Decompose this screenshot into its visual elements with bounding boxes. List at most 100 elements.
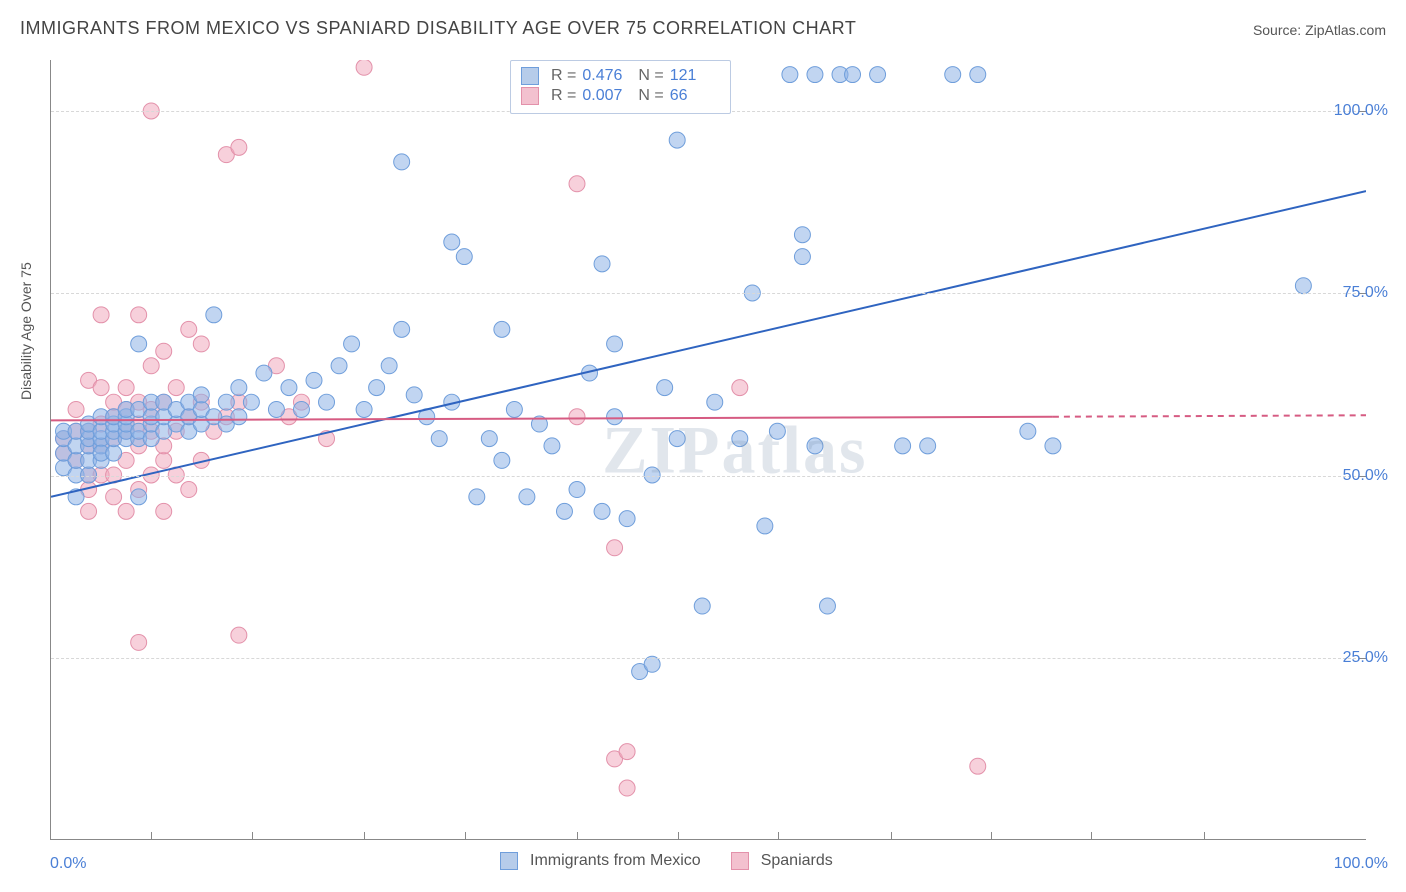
data-point (494, 321, 510, 337)
y-axis-label: Disability Age Over 75 (18, 262, 34, 400)
data-point (1295, 278, 1311, 294)
data-point (619, 744, 635, 760)
data-point (732, 431, 748, 447)
legend-r-label-1: R = (551, 87, 576, 105)
data-point (131, 307, 147, 323)
data-point (556, 503, 572, 519)
data-point (619, 780, 635, 796)
data-point (319, 394, 335, 410)
data-point (870, 67, 886, 83)
data-point (945, 67, 961, 83)
data-point (970, 67, 986, 83)
legend-stats: R = 0.476 N = 121 R = 0.007 N = 66 (510, 60, 731, 114)
y-tick-label: 50.0% (1343, 467, 1388, 485)
data-point (1045, 438, 1061, 454)
data-point (93, 380, 109, 396)
legend-series-item-1: Spaniards (731, 852, 833, 870)
trend-line-extension (1053, 415, 1366, 416)
data-point (619, 511, 635, 527)
data-point (331, 358, 347, 374)
data-point (895, 438, 911, 454)
x-tick-mark (364, 832, 365, 840)
data-point (794, 227, 810, 243)
legend-n-value-0: 121 (670, 67, 720, 85)
legend-stats-row-0: R = 0.476 N = 121 (521, 67, 720, 85)
plot-svg (51, 60, 1366, 839)
x-tick-mark (991, 832, 992, 840)
data-point (118, 380, 134, 396)
data-point (544, 438, 560, 454)
data-point (356, 401, 372, 417)
data-point (168, 380, 184, 396)
y-tick-label: 100.0% (1334, 102, 1388, 120)
legend-series-swatch-0 (500, 852, 518, 870)
legend-n-value-1: 66 (670, 87, 720, 105)
data-point (807, 67, 823, 83)
data-point (819, 598, 835, 614)
legend-series-swatch-1 (731, 852, 749, 870)
data-point (369, 380, 385, 396)
x-tick-mark (151, 832, 152, 840)
data-point (569, 482, 585, 498)
data-point (444, 234, 460, 250)
x-tick-mark (465, 832, 466, 840)
data-point (356, 60, 372, 75)
legend-n-label-1: N = (638, 87, 663, 105)
data-point (131, 634, 147, 650)
legend-swatch-1 (521, 87, 539, 105)
data-point (293, 401, 309, 417)
data-point (156, 343, 172, 359)
plot-area: ZIPatlas (50, 60, 1366, 840)
data-point (106, 489, 122, 505)
data-point (469, 489, 485, 505)
gridline (51, 293, 1366, 294)
data-point (231, 627, 247, 643)
data-point (394, 154, 410, 170)
data-point (243, 394, 259, 410)
data-point (306, 372, 322, 388)
data-point (845, 67, 861, 83)
x-tick-label-max: 100.0% (1334, 855, 1388, 873)
data-point (669, 132, 685, 148)
legend-swatch-0 (521, 67, 539, 85)
data-point (494, 452, 510, 468)
legend-r-label-0: R = (551, 67, 576, 85)
x-tick-mark (1091, 832, 1092, 840)
data-point (281, 380, 297, 396)
data-point (657, 380, 673, 396)
x-tick-mark (1204, 832, 1205, 840)
data-point (193, 387, 209, 403)
data-point (669, 431, 685, 447)
data-point (594, 256, 610, 272)
data-point (118, 503, 134, 519)
data-point (782, 67, 798, 83)
data-point (707, 394, 723, 410)
data-point (970, 758, 986, 774)
data-point (1020, 423, 1036, 439)
data-point (394, 321, 410, 337)
data-point (218, 394, 234, 410)
data-point (607, 336, 623, 352)
data-point (81, 503, 97, 519)
chart-title: IMMIGRANTS FROM MEXICO VS SPANIARD DISAB… (20, 18, 856, 39)
data-point (569, 176, 585, 192)
data-point (231, 409, 247, 425)
data-point (694, 598, 710, 614)
legend-series-label-1: Spaniards (761, 852, 833, 870)
data-point (68, 401, 84, 417)
gridline (51, 658, 1366, 659)
data-point (757, 518, 773, 534)
data-point (193, 336, 209, 352)
trend-line (51, 191, 1366, 497)
data-point (181, 321, 197, 337)
data-point (156, 503, 172, 519)
data-point (93, 307, 109, 323)
data-point (431, 431, 447, 447)
legend-series-label-0: Immigrants from Mexico (530, 852, 701, 870)
data-point (181, 482, 197, 498)
x-tick-mark (778, 832, 779, 840)
data-point (231, 139, 247, 155)
data-point (807, 438, 823, 454)
chart-container: IMMIGRANTS FROM MEXICO VS SPANIARD DISAB… (0, 0, 1406, 892)
legend-series-item-0: Immigrants from Mexico (500, 852, 701, 870)
